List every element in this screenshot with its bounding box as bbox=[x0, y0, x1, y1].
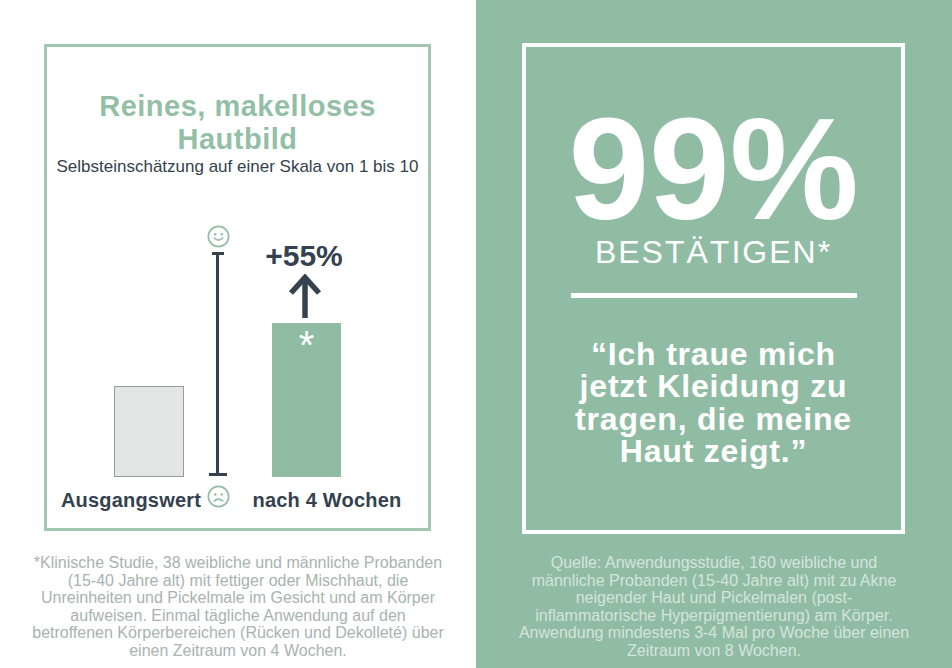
footnote-line: neigender Haut und Pickelmalen (post- bbox=[494, 589, 934, 607]
bar-baseline bbox=[114, 386, 184, 477]
footnote-line: einen Zeitraum von 4 Wochen. bbox=[18, 642, 458, 660]
bar-after-4-weeks: * bbox=[272, 323, 341, 477]
stat-label: BESTÄTIGEN* bbox=[526, 234, 901, 271]
panel-title: Reines, makelloses Hautbild bbox=[47, 90, 428, 156]
panel-subtitle: Selbsteinschätzung auf einer Skala von 1… bbox=[47, 157, 428, 177]
quote-line: Haut zeigt.” bbox=[526, 435, 901, 467]
footnote-line: *Klinische Studie, 38 weibliche und männ… bbox=[18, 554, 458, 572]
baseline-label: Ausgangswert bbox=[51, 489, 211, 512]
footnote-line: Anwendung mindestens 3-4 Mal pro Woche ü… bbox=[494, 624, 934, 642]
footnote-line: inflammatorische Hyperpigmentierung) am … bbox=[494, 607, 934, 625]
increase-percent-label: +55% bbox=[244, 239, 364, 273]
divider-line bbox=[571, 293, 857, 298]
right-panel: 99% BESTÄTIGEN* “Ich traue mich jetzt Kl… bbox=[476, 0, 952, 668]
self-assessment-box: Reines, makelloses Hautbild Selbsteinsch… bbox=[44, 44, 431, 531]
stat-percentage: 99% bbox=[526, 97, 901, 242]
footnote-line: männliche Probanden (15-40 Jahre alt) mi… bbox=[494, 572, 934, 590]
right-footnote: Quelle: Anwendungsstudie, 160 weibliche … bbox=[494, 554, 934, 660]
happy-face-icon bbox=[207, 225, 230, 248]
footnote-line: betroffenen Körperbereichen (Rücken und … bbox=[18, 624, 458, 642]
quote-line: “Ich traue mich bbox=[526, 338, 901, 370]
footnote-line: (15-40 Jahre alt) mit fettiger oder Misc… bbox=[18, 572, 458, 590]
left-footnote: *Klinische Studie, 38 weibliche und männ… bbox=[18, 554, 458, 660]
infographic-canvas: Reines, makelloses Hautbild Selbsteinsch… bbox=[0, 0, 952, 668]
footnote-line: Zeitraum von 8 Wochen. bbox=[494, 642, 934, 660]
testimonial-quote: “Ich traue mich jetzt Kleidung zu tragen… bbox=[526, 338, 901, 468]
footnote-line: Quelle: Anwendungsstudie, 160 weibliche … bbox=[494, 554, 934, 572]
asterisk-annotation: * bbox=[299, 325, 315, 365]
footnote-line: Unreinheiten und Pickelmale im Gesicht u… bbox=[18, 589, 458, 607]
footnote-line: aufweisen. Einmal tägliche Anwendung auf… bbox=[18, 607, 458, 625]
left-panel: Reines, makelloses Hautbild Selbsteinsch… bbox=[0, 0, 476, 668]
quote-line: tragen, die meine bbox=[526, 403, 901, 435]
scale-line-bottom-cap bbox=[209, 473, 227, 476]
up-arrow-icon bbox=[288, 274, 322, 320]
statistic-box: 99% BESTÄTIGEN* “Ich traue mich jetzt Kl… bbox=[522, 43, 905, 534]
after-4-weeks-label: nach 4 Wochen bbox=[247, 489, 407, 512]
quote-line: jetzt Kleidung zu bbox=[526, 370, 901, 402]
scale-line bbox=[216, 252, 219, 476]
